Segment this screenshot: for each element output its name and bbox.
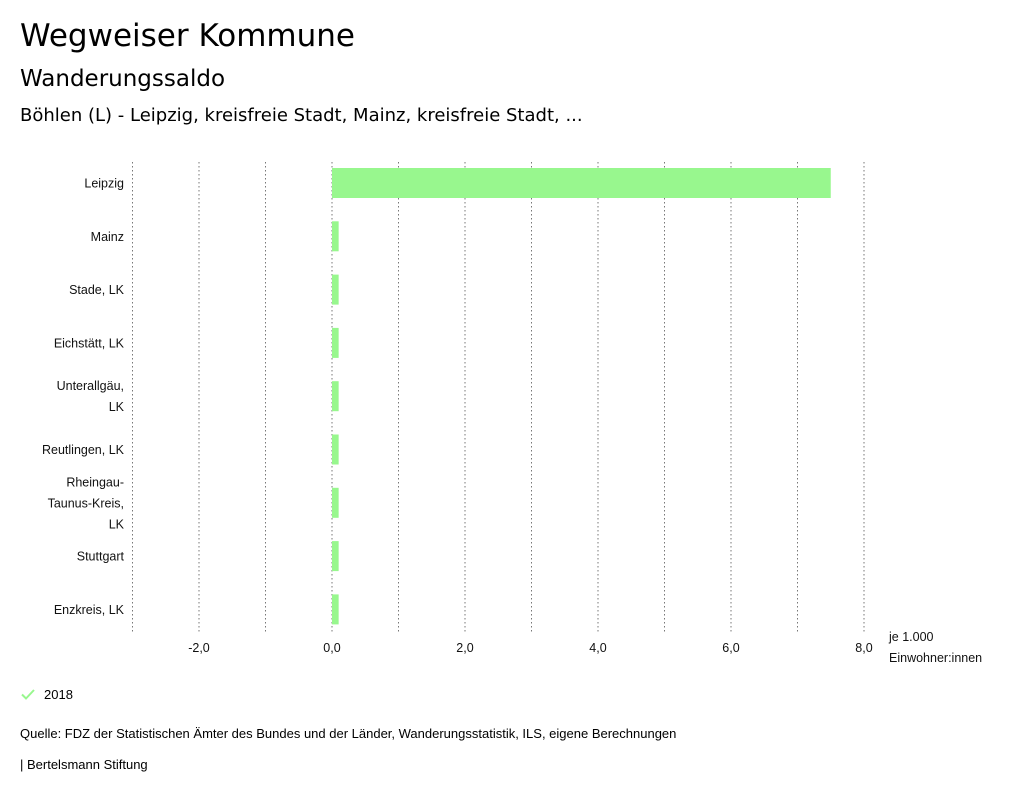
bar[interactable]	[332, 541, 339, 572]
bar[interactable]	[332, 594, 339, 625]
x-axis-unit-label: je 1.000	[888, 630, 934, 644]
x-tick-label: 6,0	[722, 641, 739, 655]
category-label: Enzkreis, LK	[54, 603, 125, 617]
bar[interactable]	[332, 168, 831, 198]
category-label: Mainz	[91, 230, 124, 244]
bar[interactable]	[332, 434, 339, 465]
bar[interactable]	[332, 381, 339, 412]
category-label: LK	[109, 517, 125, 531]
chart-title: Wegweiser Kommune	[20, 18, 355, 54]
category-label: Unterallgäu,	[57, 379, 124, 393]
x-tick-label: 4,0	[589, 641, 606, 655]
x-tick-label: 2,0	[456, 641, 473, 655]
category-label: LK	[109, 400, 125, 414]
category-label: Eichstätt, LK	[54, 336, 125, 350]
bar[interactable]	[332, 221, 339, 252]
bar-chart: Leipzig Mainz Stade, LK Eichstätt, LK Untera…	[42, 162, 982, 665]
legend-label: 2018	[44, 686, 73, 702]
bar[interactable]	[332, 487, 339, 518]
category-label: Stuttgart	[77, 550, 125, 564]
x-tick-label: 8,0	[855, 641, 872, 655]
category-label: Taunus-Kreis,	[48, 496, 124, 510]
legend-item-2018[interactable]: 2018	[20, 686, 73, 702]
category-label: Rheingau-	[66, 475, 124, 489]
bar[interactable]	[332, 274, 339, 305]
selection-label: Böhlen (L) - Leipzig, kreisfreie Stadt, …	[20, 105, 583, 126]
category-label: Stade, LK	[69, 283, 125, 297]
bar[interactable]	[332, 327, 339, 358]
category-label: Reutlingen, LK	[42, 443, 125, 457]
x-tick-label: 0,0	[323, 641, 340, 655]
category-label: Leipzig	[84, 177, 124, 191]
x-axis-unit-label: Einwohner:innen	[889, 651, 982, 665]
chart-subtitle: Wanderungssaldo	[20, 66, 226, 92]
brand-note: | Bertelsmann Stiftung	[20, 757, 148, 772]
source-note: Quelle: FDZ der Statistischen Ämter des …	[20, 726, 677, 741]
x-tick-label: -2,0	[188, 641, 210, 655]
check-icon	[21, 689, 35, 700]
